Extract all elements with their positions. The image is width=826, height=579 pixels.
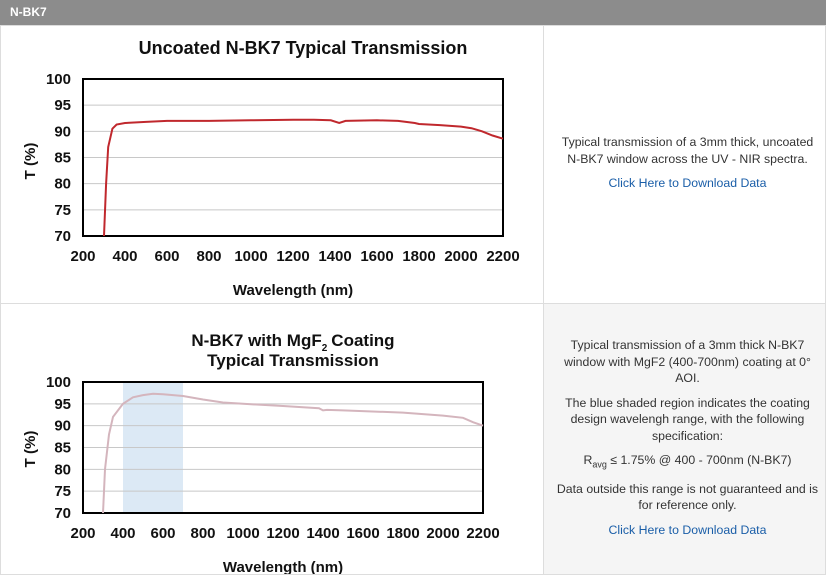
y-tick-label: 100 (46, 374, 71, 391)
spec-text: ≤ 1.75% @ 400 - 700nm (N-BK7) (610, 453, 792, 467)
x-tick-label: 1600 (360, 248, 393, 265)
spec-symbol: R (583, 453, 593, 467)
paragraph: The blue shaded region indicates the coa… (565, 395, 810, 443)
x-tick-label: 1400 (318, 248, 351, 265)
description-cell: Typical transmission of a 3mm thick N-BK… (543, 303, 826, 575)
y-tick-label: 80 (54, 176, 71, 193)
title-subscript: 2 (322, 343, 328, 354)
spec-subscript: avg (592, 459, 607, 470)
x-tick-label: 1800 (386, 525, 419, 542)
line-series (103, 118, 504, 237)
x-tick-label: 2200 (486, 248, 519, 265)
y-tick-label: 100 (46, 71, 71, 88)
x-axis-label: Wavelength (nm) (223, 559, 343, 574)
chart-title: Uncoated N-BK7 Typical Transmission (139, 38, 468, 58)
x-tick-label: 600 (150, 525, 175, 542)
title-part: Coating (331, 331, 394, 350)
x-tick-label: 2200 (466, 525, 499, 542)
x-axis-label: Wavelength (nm) (233, 282, 353, 299)
chart-subtitle: Typical Transmission (207, 351, 379, 370)
x-tick-label: 1800 (402, 248, 435, 265)
x-tick-label: 200 (70, 525, 95, 542)
description: Typical transmission of a 3mm thick, unc… (544, 134, 825, 192)
x-tick-label: 1200 (276, 248, 309, 265)
x-tick-label: 800 (196, 248, 221, 265)
x-tick-label: 1200 (266, 525, 299, 542)
y-tick-label: 80 (54, 461, 71, 478)
chart: Uncoated N-BK7 Typical Transmission 70 75 8… (22, 38, 520, 299)
y-tick-label: 75 (54, 202, 71, 219)
y-tick-label: 90 (54, 418, 71, 435)
y-tick-label: 75 (54, 483, 71, 500)
y-tick-label: 70 (54, 228, 71, 245)
y-axis-label: T (%) (22, 143, 39, 180)
paragraph: Typical transmission of a 3mm thick N-BK… (564, 338, 811, 385)
y-tick-label: 85 (54, 150, 71, 167)
download-link[interactable]: Click Here to Download Data (608, 176, 767, 190)
line-series (102, 392, 484, 514)
x-tick-label: 800 (190, 525, 215, 542)
x-tick-label: 400 (112, 248, 137, 265)
header-title: N-BK7 (0, 0, 826, 25)
y-tick-label: 85 (54, 440, 71, 457)
spec: Ravg ≤ 1.75% @ 400 - 700nm (N-BK7) (556, 452, 819, 473)
x-tick-label: 2000 (444, 248, 477, 265)
y-tick-label: 90 (54, 123, 71, 140)
chart-cell: Uncoated N-BK7 Typical Transmission 70 75 8… (0, 25, 544, 304)
download-link[interactable]: Click Here to Download Data (608, 522, 767, 537)
note: Data outside this range is not guarantee… (556, 481, 819, 513)
x-tick-label: 2000 (426, 525, 459, 542)
x-tick-label: 1000 (226, 525, 259, 542)
x-tick-label: 1600 (346, 525, 379, 542)
description-cell: Typical transmission of a 3mm thick, unc… (543, 25, 826, 304)
x-tick-label: 1400 (306, 525, 339, 542)
x-tick-label: 200 (70, 248, 95, 265)
x-tick-label: 1000 (234, 248, 267, 265)
chart-cell: N-BK7 with MgF2 Coating Typical Transmissi… (0, 303, 544, 576)
chart-title: N-BK7 with MgF2 Coating (191, 331, 394, 354)
y-axis-label: T (%) (22, 431, 39, 468)
x-tick-label: 400 (110, 525, 135, 542)
plot-frame (82, 78, 504, 237)
paragraph: Typical transmission of a 3mm thick, unc… (561, 135, 814, 166)
title-part: N-BK7 with MgF (191, 331, 321, 350)
plot-frame (82, 381, 484, 514)
y-tick-label: 95 (54, 396, 71, 413)
y-tick-label: 95 (54, 97, 71, 114)
x-tick-label: 600 (154, 248, 179, 265)
description: Typical transmission of a 3mm thick N-BK… (544, 337, 825, 538)
y-tick-label: 70 (54, 505, 71, 522)
